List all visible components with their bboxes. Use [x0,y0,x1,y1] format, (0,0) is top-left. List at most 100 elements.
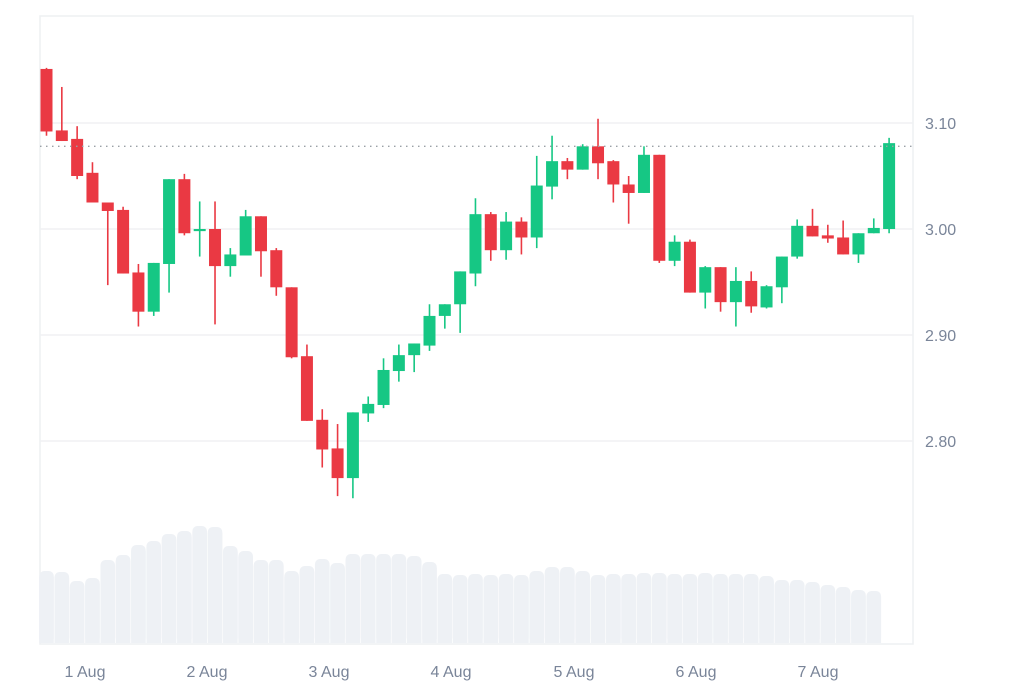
candle [40,67,53,136]
candle-body [300,356,313,421]
candle-body [683,241,696,293]
candle [729,267,742,327]
candle-body [209,229,222,267]
candle [224,248,237,277]
candle-body [500,221,513,251]
y-axis: 3.10 3.00 2.90 2.80 [925,116,956,451]
volume-bar-base [192,532,207,643]
volume-bar-base [314,565,330,643]
candle [300,344,313,421]
y-tick-label: 3.00 [925,222,956,239]
candle [500,212,513,260]
candle [852,233,865,263]
volume-bar-base [437,580,453,643]
x-tick-label: 2 Aug [187,664,228,681]
candle-body [331,448,344,479]
candle [561,157,574,180]
volume-bar-base [269,566,284,643]
volume-bar-base [759,582,774,643]
candle-body [55,130,68,142]
volume-bar-base [713,580,728,643]
volume-bar-base [146,547,162,643]
volume-bar-base [177,537,192,643]
candle-body [714,267,727,303]
volume-bar-base [621,580,636,643]
candle-body [791,225,804,257]
volume-bar-base [697,579,713,643]
candle-body [546,161,559,187]
candle [745,271,758,313]
candle [209,201,222,325]
y-tick-label: 2.80 [925,434,956,451]
candle-body [438,304,451,316]
volume-bar-base [590,581,606,643]
volume-bar-base [345,560,361,643]
volume-bar-base [39,577,54,643]
candle [362,396,375,422]
candle [408,343,421,373]
candle-body [132,272,145,312]
candle [576,144,589,170]
candle-body [745,280,758,307]
volume-bar-base [529,577,545,643]
volume-bar-base [544,573,560,643]
candle-body [377,369,390,405]
volume-bar-base [299,572,315,643]
candle-body [668,241,681,261]
candle [775,256,788,304]
volume-bar-base [360,560,376,643]
candle-body [346,412,359,479]
volume-bar-base [805,588,820,643]
x-tick-label: 1 Aug [65,664,106,681]
candle-body [515,221,528,238]
candle-body [254,216,267,252]
volume-bar-base [743,580,759,643]
candle [515,217,528,255]
candle-body [117,209,130,274]
candle [546,135,559,200]
candle-body [837,237,850,255]
candle-body [821,235,834,239]
candle [71,126,84,180]
volume-bar-base [468,580,483,643]
candle-body [653,154,666,261]
volume-bar-base [376,560,391,643]
volume-bar-base [866,597,882,643]
volume-bar-base [667,580,682,643]
candle-body [867,227,880,234]
candle-body [454,271,467,305]
volume-bar-base [406,562,422,643]
candle-body [561,161,574,170]
volume-bar-base [131,551,146,643]
candle [883,137,896,234]
volume-bar-base [452,581,468,643]
volume-bar-base [69,587,85,643]
volume-bar-base [284,577,299,643]
candle-body [637,154,650,193]
candle [254,216,267,277]
candle [760,285,773,309]
x-tick-label: 7 Aug [798,664,839,681]
candle [637,146,650,193]
volume-bar-base [636,579,652,643]
y-tick-label: 2.90 [925,328,956,345]
candle-body [607,161,620,185]
candle [377,358,390,409]
candle [530,155,543,249]
candle-body [484,214,497,251]
candle [270,248,283,296]
candle [668,235,681,267]
candle [622,176,635,224]
volume-bar-base [100,566,116,643]
candle-body [408,343,421,356]
volume-bar-base [835,593,851,643]
candle [821,224,834,243]
candle [117,206,130,274]
candle [55,86,68,142]
x-tick-label: 5 Aug [554,664,595,681]
candle-body [852,233,865,255]
candle-body [699,267,712,293]
x-axis: 1 Aug 2 Aug 3 Aug 4 Aug 5 Aug 6 Aug 7 Aug [65,664,839,681]
volume-bar-base [514,581,529,643]
